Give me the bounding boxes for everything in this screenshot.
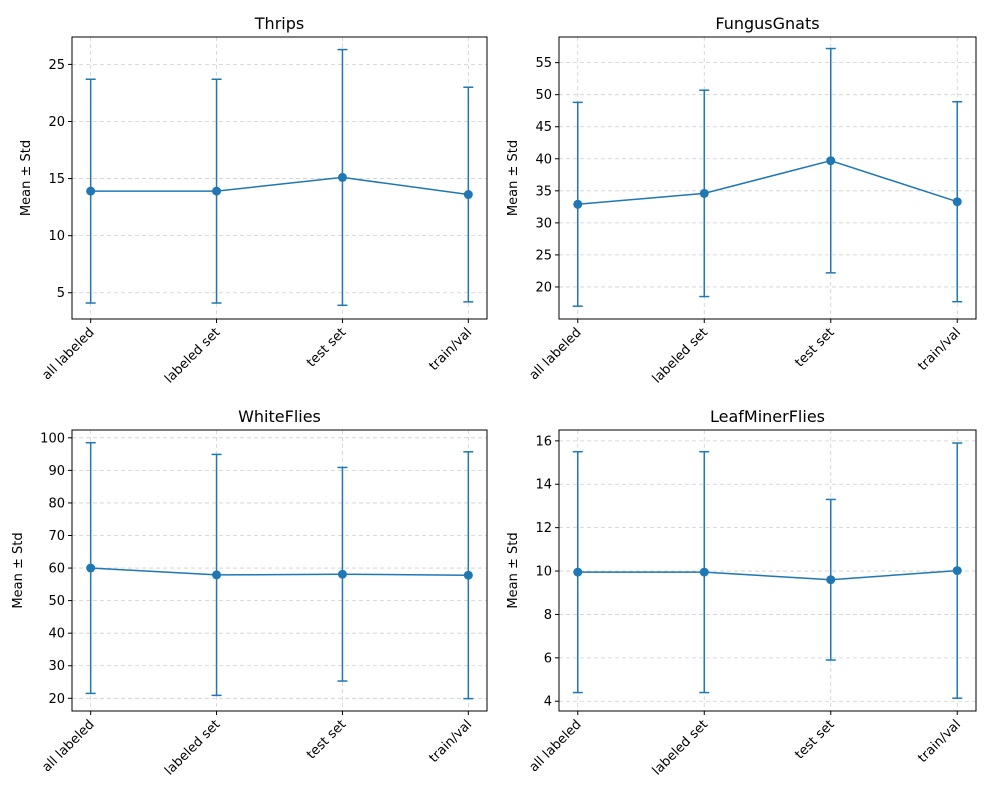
y-tick-label: 6 [544, 651, 552, 666]
y-tick-label: 50 [535, 88, 552, 103]
y-tick-label: 30 [48, 659, 65, 674]
y-axis-label: Mean ± Std [19, 140, 34, 216]
chart-title: WhiteFlies [238, 407, 321, 426]
series-line [90, 567, 469, 576]
y-tick-label: 20 [48, 115, 65, 130]
x-tick-label: labeled set [162, 717, 223, 778]
x-tick-label: test set [792, 325, 837, 370]
y-tick-label: 45 [535, 120, 552, 135]
y-tick-label: 15 [48, 172, 65, 187]
x-tick-label: train/val [426, 325, 475, 374]
data-point [952, 566, 962, 576]
y-axis-label: Mean ± Std [506, 140, 521, 216]
data-point [337, 569, 347, 579]
data-point [212, 186, 222, 196]
x-tick-label: labeled set [162, 325, 223, 386]
x-tick-label: labeled set [650, 325, 711, 386]
y-tick-label: 40 [48, 627, 65, 642]
data-point [826, 575, 836, 585]
chart-title: Thrips [254, 14, 304, 33]
chart-panel-4: 4 6 8 10 12 14 16 all labeled labeled set test se… [506, 407, 977, 779]
x-tick-label: all labeled [527, 325, 585, 383]
x-tick-label: train/val [915, 717, 964, 766]
y-tick-label: 5 [57, 286, 65, 301]
data-point [826, 156, 836, 166]
data-point [952, 197, 962, 207]
data-point [463, 570, 473, 580]
chart-panel-1: 5 10 15 20 25 all labeled labeled set test set t… [19, 14, 488, 387]
data-point [86, 186, 96, 196]
data-point [699, 567, 709, 577]
plot-frame [558, 429, 977, 712]
plot-frame [558, 36, 977, 320]
chart-title: LeafMinerFlies [710, 407, 825, 426]
y-axis-label: Mean ± Std [506, 532, 521, 608]
x-tick-label: all labeled [527, 717, 585, 775]
data-point [337, 172, 347, 182]
chart-title: FungusGnats [715, 14, 819, 33]
y-tick-label: 12 [535, 521, 552, 536]
x-tick-label: test set [304, 717, 349, 762]
x-tick-label: all labeled [40, 325, 98, 383]
x-tick-label: labeled set [650, 717, 711, 778]
y-tick-label: 55 [535, 56, 552, 71]
data-point [212, 570, 222, 580]
y-tick-label: 20 [48, 692, 65, 707]
chart-panel-3: 20 30 40 50 60 70 80 90 100 all labeled labeled se… [11, 407, 488, 779]
y-tick-label: 10 [535, 565, 552, 580]
y-tick-label: 25 [48, 58, 65, 73]
y-tick-label: 30 [535, 216, 552, 231]
x-tick-label: train/val [426, 717, 475, 766]
x-tick-label: all labeled [40, 717, 98, 775]
y-tick-label: 10 [48, 229, 65, 244]
y-tick-label: 90 [48, 464, 65, 479]
x-tick-label: test set [792, 717, 837, 762]
series-line [577, 569, 958, 581]
data-point [86, 563, 96, 573]
y-tick-label: 70 [48, 529, 65, 544]
y-tick-label: 100 [40, 431, 65, 446]
y-tick-label: 25 [535, 248, 552, 263]
x-tick-label: train/val [915, 325, 964, 374]
data-point [463, 190, 473, 200]
y-tick-label: 14 [535, 478, 552, 493]
plot-frame [71, 36, 488, 320]
y-tick-label: 35 [535, 184, 552, 199]
y-tick-label: 60 [48, 562, 65, 577]
series-line [577, 159, 958, 206]
y-tick-label: 50 [48, 594, 65, 609]
y-tick-label: 40 [535, 152, 552, 167]
data-point [573, 567, 583, 577]
chart-panel-2: 20 25 30 35 40 45 50 55 all labeled labeled set te… [506, 14, 977, 387]
plot-frame [71, 429, 488, 712]
data-point [573, 199, 583, 209]
y-tick-label: 80 [48, 496, 65, 511]
x-tick-label: test set [304, 325, 349, 370]
y-tick-label: 20 [535, 280, 552, 295]
y-tick-label: 4 [544, 695, 552, 710]
y-tick-label: 8 [544, 608, 552, 623]
data-point [699, 188, 709, 198]
y-tick-label: 16 [535, 434, 552, 449]
series-line [90, 176, 469, 196]
y-axis-label: Mean ± Std [11, 532, 26, 608]
